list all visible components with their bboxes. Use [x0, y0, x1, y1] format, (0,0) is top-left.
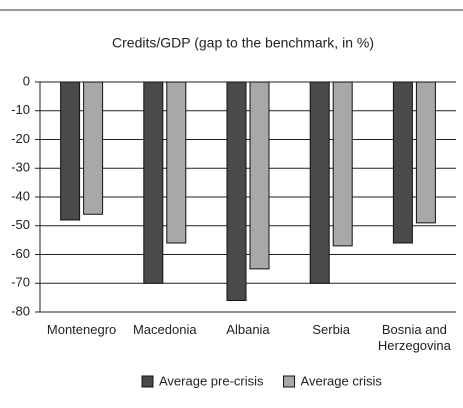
bar — [415, 81, 436, 224]
y-tick-label: -70 — [11, 275, 30, 290]
bar — [249, 81, 270, 270]
x-tick-label: Serbia — [312, 322, 350, 337]
y-tick-label: -10 — [11, 102, 30, 117]
y-tick-label: 0 — [23, 73, 30, 88]
bar — [83, 81, 104, 215]
bar — [143, 81, 164, 284]
bar — [392, 81, 413, 244]
x-tick-label: Montenegro — [46, 322, 117, 337]
chart-title: Credits/GDP (gap to the benchmark, in %) — [112, 35, 374, 51]
y-tick-label: -20 — [11, 131, 30, 146]
x-tick-label: Bosnia and Herzegovina — [377, 322, 451, 353]
legend-swatch — [283, 375, 296, 388]
y-tick-label: -80 — [11, 303, 30, 318]
legend-label: Average pre-crisis — [159, 373, 264, 388]
bar — [166, 81, 187, 244]
y-tick-label: -40 — [11, 188, 30, 203]
bar — [60, 81, 81, 221]
y-tick-label: -60 — [11, 246, 30, 261]
bar — [309, 81, 330, 284]
y-tick-label: -50 — [11, 217, 30, 232]
y-tick-label: -30 — [11, 160, 30, 175]
bar — [332, 81, 353, 247]
bar — [226, 81, 247, 301]
legend-label: Average crisis — [301, 373, 383, 388]
x-tick-label: Albania — [226, 322, 270, 337]
x-tick-label: Macedonia — [132, 322, 197, 337]
legend-swatch — [141, 375, 154, 388]
